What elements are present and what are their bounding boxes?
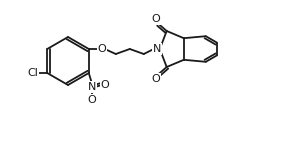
Text: O: O	[87, 95, 96, 105]
Text: O: O	[98, 44, 106, 54]
Text: N: N	[153, 44, 161, 54]
Text: N: N	[88, 82, 96, 92]
Text: O: O	[100, 80, 109, 90]
Text: O: O	[151, 74, 160, 84]
Text: Cl: Cl	[28, 68, 39, 78]
Text: O: O	[151, 14, 160, 24]
